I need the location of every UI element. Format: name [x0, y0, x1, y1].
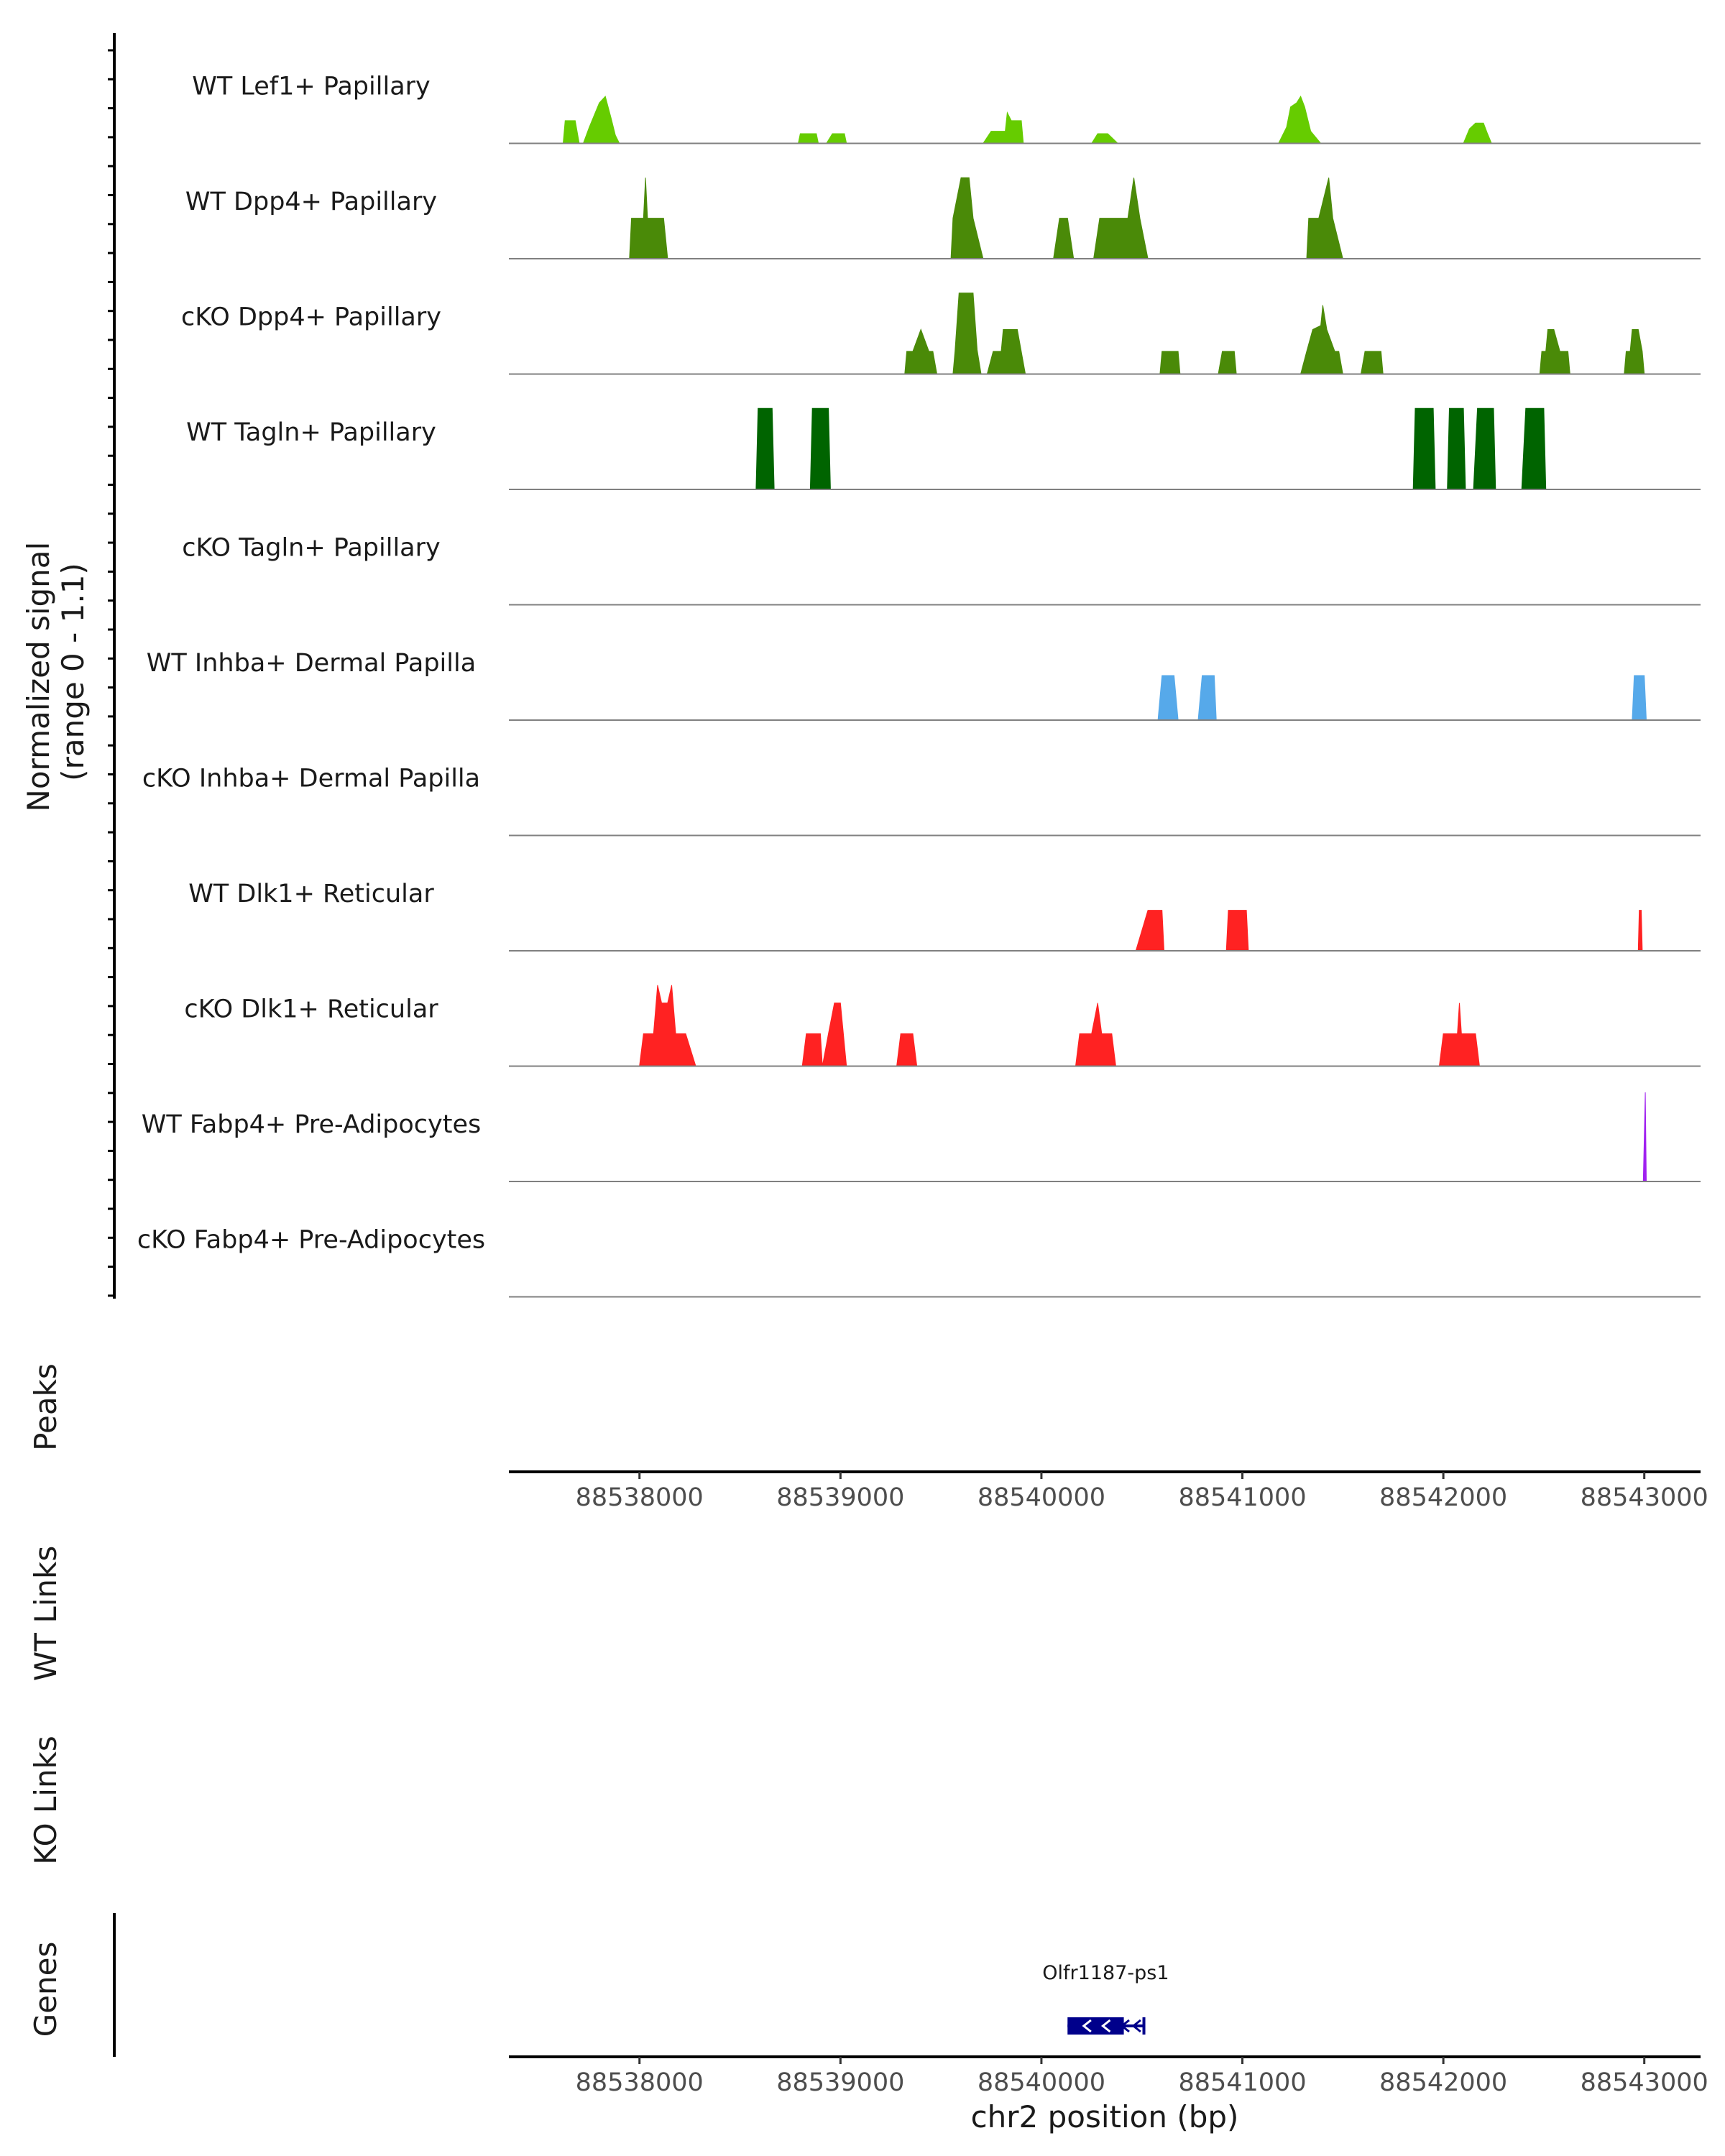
y-axis-label-line1: Normalized signal — [21, 542, 56, 812]
x-tick-label: 88542000 — [1379, 2068, 1507, 2097]
signal-peak — [1412, 407, 1436, 490]
track-label: cKO Tagln+ Papillary — [182, 533, 441, 562]
x-tick-label: 88543000 — [1581, 2068, 1708, 2097]
signal-peak — [1624, 329, 1645, 374]
track-label: WT Dpp4+ Papillary — [185, 188, 437, 216]
signal-peak — [582, 96, 620, 144]
track-label: cKO Dlk1+ Reticular — [184, 995, 438, 1023]
track-2: WT Dpp4+ Papillary — [185, 177, 1701, 259]
signal-peak — [1521, 407, 1547, 490]
x-tick-label: 88539000 — [776, 2068, 904, 2097]
gene-exon — [1067, 2017, 1124, 2035]
track-3: cKO Dpp4+ Papillary — [181, 292, 1701, 375]
coverage-tracks: WT Lef1+ Papillary WT Dpp4+ Papillary cKO … — [137, 72, 1701, 1298]
signal-peak — [801, 1003, 847, 1067]
signal-peak — [1197, 675, 1217, 721]
signal-peak — [1300, 305, 1343, 374]
peaks-track-label: Peaks — [28, 1363, 63, 1451]
signal-peak — [1539, 329, 1570, 374]
track-label: WT Lef1+ Papillary — [192, 72, 431, 101]
gene-model — [1067, 2017, 1146, 2035]
signal-peak — [1306, 178, 1343, 259]
signal-peak — [1090, 133, 1119, 144]
signal-peak — [1447, 407, 1466, 490]
signal-peak — [797, 133, 819, 144]
signal-peak — [809, 407, 831, 490]
x-tick-label: 88541000 — [1178, 2068, 1306, 2097]
signal-peak — [952, 292, 982, 374]
signal-peak — [1632, 675, 1647, 721]
strand-arrow — [1082, 2019, 1092, 2033]
signal-peak — [1093, 178, 1149, 259]
track-6: WT Inhba+ Dermal Papilla — [147, 649, 1701, 721]
signal-peak — [986, 329, 1026, 374]
signal-peak — [1218, 351, 1237, 374]
track-1: WT Lef1+ Papillary — [192, 72, 1701, 144]
signal-peak — [904, 328, 938, 374]
signal-peak — [639, 985, 696, 1067]
x-tick-label: 88541000 — [1178, 1483, 1306, 1512]
peaks-x-axis-ticks: 88538000 88539000 88540000 88541000 88542000… — [576, 1472, 1708, 1512]
signal-peak — [982, 111, 1024, 144]
signal-peak — [1053, 218, 1075, 259]
signal-peak — [562, 120, 580, 144]
signal-peak — [1277, 95, 1322, 144]
signal-peak — [1225, 910, 1249, 952]
track-10: WT Fabp4+ Pre-Adipocytes — [142, 1092, 1701, 1182]
wt-links-track-label: WT Links — [28, 1546, 63, 1681]
x-tick-label: 88540000 — [978, 2068, 1105, 2097]
signal-peak — [1135, 910, 1165, 952]
x-axis-label: chr2 position (bp) — [971, 2099, 1239, 2134]
track-5: cKO Tagln+ Papillary — [182, 533, 1701, 606]
track-label: cKO Inhba+ Dermal Papilla — [142, 764, 480, 793]
y-axis-label-line2: (range 0 - 1.1) — [55, 563, 91, 781]
signal-peak — [1159, 351, 1181, 374]
track-8: WT Dlk1+ Reticular — [188, 880, 1701, 952]
signal-peak — [1438, 1003, 1480, 1067]
track-label: WT Tagln+ Papillary — [186, 418, 436, 447]
signal-peak — [1637, 910, 1643, 952]
x-tick-label: 88542000 — [1379, 1483, 1507, 1512]
signal-peak — [1075, 1003, 1116, 1067]
x-tick-label: 88538000 — [576, 2068, 704, 2097]
track-label: WT Inhba+ Dermal Papilla — [147, 649, 476, 678]
signal-peak — [950, 177, 984, 259]
signal-peak — [629, 178, 668, 259]
genes-track-label: Genes — [28, 1942, 63, 2037]
x-tick-label: 88540000 — [978, 1483, 1105, 1512]
strand-arrow — [1120, 2019, 1130, 2033]
strand-arrow — [1100, 2019, 1111, 2033]
gene-label: Olfr1187-ps1 — [1042, 1962, 1169, 1984]
track-4: WT Tagln+ Papillary — [186, 407, 1701, 490]
signal-peak — [896, 1033, 918, 1067]
track-9: cKO Dlk1+ Reticular — [184, 985, 1701, 1067]
y-axis-label: Normalized signal (range 0 - 1.1) — [21, 532, 91, 811]
genes-x-axis-ticks: 88538000 88539000 88540000 88541000 88542000… — [576, 2057, 1708, 2097]
signal-peak — [1473, 407, 1496, 490]
track-label: cKO Dpp4+ Papillary — [181, 303, 441, 331]
track-label: cKO Fabp4+ Pre-Adipocytes — [137, 1225, 485, 1254]
signal-peak — [1360, 351, 1384, 374]
signal-peak — [825, 133, 847, 144]
x-tick-label: 88543000 — [1581, 1483, 1708, 1512]
track-7: cKO Inhba+ Dermal Papilla — [142, 764, 1701, 837]
signal-peak — [1463, 122, 1492, 144]
signal-peak — [755, 407, 775, 490]
signal-peak — [1642, 1092, 1647, 1182]
signal-peak — [1157, 675, 1179, 721]
track-11: cKO Fabp4+ Pre-Adipocytes — [137, 1225, 1701, 1298]
ko-links-track-label: KO Links — [28, 1736, 63, 1865]
track-label: WT Dlk1+ Reticular — [188, 880, 434, 908]
coverage-y-ticks — [108, 49, 114, 1297]
track-label: WT Fabp4+ Pre-Adipocytes — [142, 1110, 481, 1139]
x-tick-label: 88538000 — [576, 1483, 704, 1512]
strand-arrow — [1131, 2019, 1141, 2033]
x-tick-label: 88539000 — [776, 1483, 904, 1512]
